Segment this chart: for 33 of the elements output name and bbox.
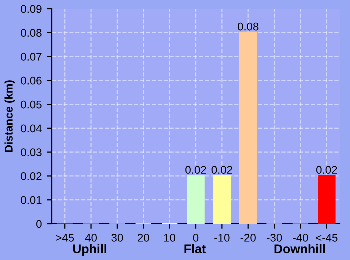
- y-tick-label: 0.03: [21, 148, 42, 156]
- x-tick-label: -40: [293, 234, 308, 242]
- data-label: 0.02: [316, 166, 338, 174]
- y-tick-label: 0.08: [21, 29, 42, 38]
- text: Downhill: [274, 244, 326, 254]
- data-label: 0.08: [238, 22, 259, 31]
- bar: [318, 175, 336, 224]
- y-axis-title: Distance (km): [4, 80, 16, 152]
- data-label: 0.02: [212, 166, 232, 174]
- x-tick-label: -20: [240, 234, 256, 242]
- y-tick-label: 0.05: [21, 100, 42, 109]
- data-label: 0.02: [186, 166, 206, 174]
- x-tick-label: -30: [267, 234, 282, 242]
- y-tick-label: 0.07: [21, 53, 42, 61]
- y-tick-label: 0.06: [21, 76, 42, 85]
- x-tick-label: 30: [112, 234, 124, 242]
- y-tick-label: 0.02: [21, 172, 42, 180]
- y-tick-label: 0: [36, 220, 42, 228]
- x-tick-label: >45: [56, 234, 74, 242]
- x-tick-label: 0: [193, 234, 199, 242]
- y-tick-label: 0.04: [21, 124, 42, 133]
- text: Flat: [184, 244, 206, 254]
- x-tick-label: 10: [164, 234, 176, 242]
- x-tick-label: 20: [138, 234, 150, 242]
- bar: [187, 175, 205, 224]
- bar: [213, 175, 232, 224]
- y-tick-label: 0.01: [21, 196, 42, 204]
- x-tick-label: <-45: [316, 234, 338, 242]
- x-tick-label: 40: [85, 234, 98, 242]
- x-tick-label: -10: [214, 234, 230, 242]
- text: Uphill: [73, 244, 106, 256]
- bar: [239, 32, 258, 224]
- y-tick-label: 0.09: [21, 5, 42, 14]
